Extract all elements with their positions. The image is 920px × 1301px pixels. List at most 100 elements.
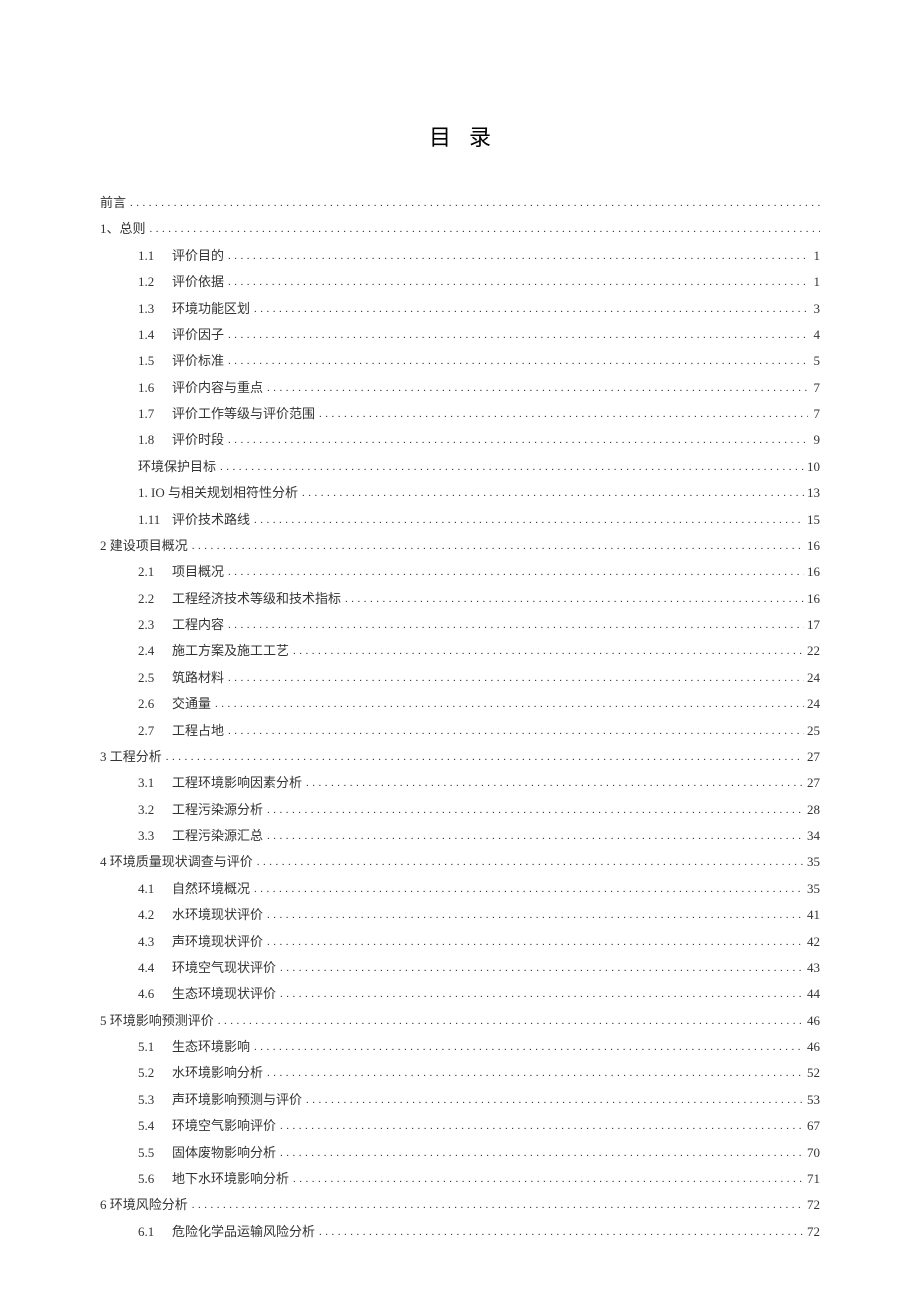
toc-leader-dots	[319, 403, 808, 425]
toc-entry-number: 1.11	[138, 507, 172, 533]
toc-leader-dots	[228, 429, 808, 451]
toc-entry-text: 项目概况	[172, 559, 228, 585]
toc-entry-number: 2.6	[138, 691, 172, 717]
toc-leader-dots	[166, 746, 804, 768]
toc-entry-number: 5.1	[138, 1034, 172, 1060]
toc-entry-text: 水环境影响分析	[172, 1060, 267, 1086]
toc-leader-dots	[130, 192, 820, 214]
toc-entry-page: 16	[804, 586, 820, 612]
toc-leader-dots	[254, 298, 808, 320]
toc-entry: 3.3工程污染源汇总34	[100, 823, 820, 849]
toc-entry: 4 环境质量现状调查与评价35	[100, 849, 820, 875]
toc-entry-page: 15	[804, 507, 820, 533]
toc-entry: 2.5筑路材料 24	[100, 665, 820, 691]
toc-entry-page: 24	[804, 665, 820, 691]
toc-entry-text: 评价内容与重点	[172, 375, 267, 401]
toc-entry-number: 1.5	[138, 348, 172, 374]
toc-entry-number: 2.5	[138, 665, 172, 691]
toc-entry-text: 评价时段	[172, 427, 228, 453]
toc-leader-dots	[267, 799, 804, 821]
toc-entry-text: 环境空气现状评价	[172, 955, 280, 981]
toc-leader-dots	[257, 851, 804, 873]
toc-entry-page: 46	[804, 1008, 820, 1034]
toc-entry-text: 3 工程分析	[100, 744, 166, 770]
toc-entry-text: 工程经济技术等级和技术指标	[172, 586, 345, 612]
toc-entry-page: 43	[804, 955, 820, 981]
toc-leader-dots	[228, 614, 804, 636]
toc-entry: 2.1项目概况16	[100, 559, 820, 585]
toc-entry-page: 52	[804, 1060, 820, 1086]
toc-leader-dots	[267, 904, 804, 926]
toc-entry: 1.11 评价技术路线 15	[100, 507, 820, 533]
toc-leader-dots	[254, 878, 804, 900]
toc-entry: 环境保护目标10	[100, 454, 820, 480]
toc-entry-page: 34	[804, 823, 820, 849]
toc-entry-page: 70	[804, 1140, 820, 1166]
toc-leader-dots	[254, 509, 804, 531]
toc-entry-number: 1.7	[138, 401, 172, 427]
toc-entry-text: 工程污染源汇总	[172, 823, 267, 849]
toc-entry-page: 25	[804, 718, 820, 744]
toc-entry-text: 声环境现状评价	[172, 929, 267, 955]
toc-leader-dots	[228, 245, 808, 267]
toc-entry-page: 16	[804, 533, 820, 559]
toc-leader-dots	[267, 1062, 804, 1084]
toc-leader-dots	[280, 983, 804, 1005]
toc-entry-text: 2 建设项目概况	[100, 533, 192, 559]
toc-entry-text: 声环境影响预测与评价	[172, 1087, 306, 1113]
toc-entry: 6 环境风险分析72	[100, 1192, 820, 1218]
toc-entry: 4.2水环境现状评价 41	[100, 902, 820, 928]
toc-entry-page: 5	[808, 348, 820, 374]
toc-entry-number: 6.1	[138, 1219, 172, 1245]
toc-leader-dots	[192, 535, 804, 557]
toc-entry: 3.1工程环境影响因素分析27	[100, 770, 820, 796]
toc-entry-text: 固体废物影响分析	[172, 1140, 280, 1166]
toc-entry: 2.2工程经济技术等级和技术指标16	[100, 586, 820, 612]
toc-entry-page: 24	[804, 691, 820, 717]
toc-leader-dots	[345, 588, 804, 610]
toc-leader-dots	[220, 456, 804, 478]
toc-entry-page: 72	[804, 1219, 820, 1245]
toc-entry-page: 35	[804, 849, 820, 875]
toc-entry: 1.2评价依据1	[100, 269, 820, 295]
toc-entry: 3 工程分析27	[100, 744, 820, 770]
toc-entry-text: 6 环境风险分析	[100, 1192, 192, 1218]
toc-entry: 1. IO 与相关规划相符性分析13	[100, 480, 820, 506]
toc-entry-text: 交通量	[172, 691, 215, 717]
toc-entry-text: 环境功能区划	[172, 296, 254, 322]
toc-entry-page: 71	[804, 1166, 820, 1192]
toc-entry-number: 1.1	[138, 243, 172, 269]
toc-entry: 2.7工程占地25	[100, 718, 820, 744]
toc-entry-text: 评价因子	[172, 322, 228, 348]
toc-entry-text: 评价工作等级与评价范围	[172, 401, 319, 427]
toc-leader-dots	[228, 271, 808, 293]
toc-leader-dots	[228, 720, 804, 742]
toc-entry-page: 67	[804, 1113, 820, 1139]
toc-entry-text: 工程污染源分析	[172, 797, 267, 823]
toc-entry-text: 1、总则	[100, 216, 150, 242]
toc-entry-page: 7	[808, 375, 820, 401]
toc-entry-page: 41	[804, 902, 820, 928]
toc-entry-number: 1.3	[138, 296, 172, 322]
toc-entry: 5.5固体废物影响分析70	[100, 1140, 820, 1166]
toc-entry-page: 35	[804, 876, 820, 902]
toc-entry: 2.4施工方案及施工工艺22	[100, 638, 820, 664]
toc-entry-number: 3.1	[138, 770, 172, 796]
toc-entry-page: 1	[808, 269, 820, 295]
toc-entry-text: 评价技术路线	[172, 507, 254, 533]
toc-entry-text: 1. IO 与相关规划相符性分析	[138, 480, 302, 506]
toc-entry-number: 2.7	[138, 718, 172, 744]
toc-entry-text: 地下水环境影响分析	[172, 1166, 293, 1192]
toc-leader-dots	[306, 1089, 804, 1111]
toc-entry-number: 4.2	[138, 902, 172, 928]
toc-leader-dots	[228, 667, 804, 689]
toc-entry-page: 10	[804, 454, 820, 480]
toc-entry-page: 17	[804, 612, 820, 638]
toc-entry: 1.8评价时段9	[100, 427, 820, 453]
toc-entry: 4.4环境空气现状评价43	[100, 955, 820, 981]
toc-entry: 1.4评价因子4	[100, 322, 820, 348]
toc-entry-text: 工程内容	[172, 612, 228, 638]
toc-entry-number: 1.6	[138, 375, 172, 401]
toc-entry-text: 筑路材料	[172, 665, 228, 691]
toc-entry-text: 水环境现状评价	[172, 902, 267, 928]
